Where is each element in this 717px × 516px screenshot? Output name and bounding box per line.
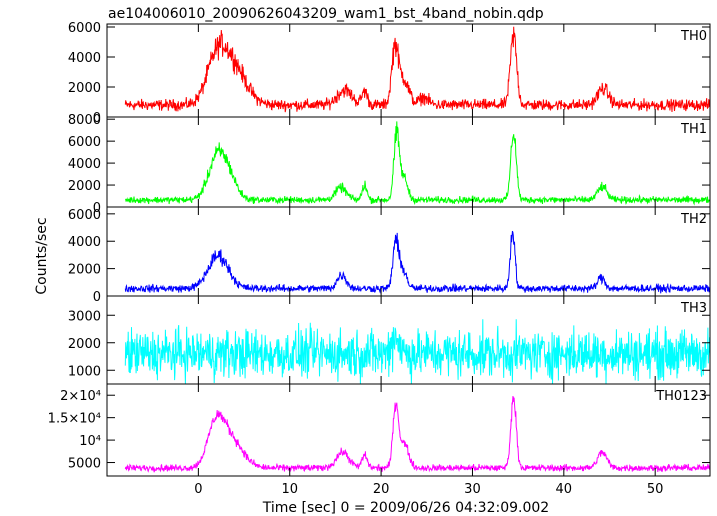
y-tick-label: 2×10⁴ [60, 389, 101, 404]
y-tick-label: 2000 [68, 337, 101, 352]
panel-frame [106, 383, 711, 477]
x-tick-label: 0 [194, 482, 202, 497]
y-tick-label: 2000 [68, 263, 101, 278]
y-tick-label: 4000 [68, 235, 101, 250]
x-tick-label: 40 [556, 482, 573, 497]
x-tick-label: 30 [464, 482, 481, 497]
series-th0123 [124, 395, 710, 473]
y-tick-label: 6000 [68, 135, 101, 150]
panel-label-th3: TH3 [680, 301, 707, 316]
y-tick-label: 2000 [68, 81, 101, 96]
series-th0 [124, 26, 710, 113]
y-tick-label: 4000 [68, 51, 101, 66]
y-tick-label: 3000 [68, 309, 101, 324]
x-tick-label: 10 [281, 482, 298, 497]
panel-th2: 0 2000 4000 6000 TH2 [68, 206, 711, 305]
x-tick-label: 20 [373, 482, 390, 497]
panel-label-th0: TH0 [680, 29, 707, 44]
y-tick-label: 1.5×10⁴ [48, 412, 101, 427]
y-tick-label: 0 [93, 290, 101, 305]
x-axis: 0 10 20 30 40 50 [194, 482, 663, 497]
series-th1 [125, 121, 710, 206]
y-tick-label: 2000 [68, 179, 101, 194]
panel-label-th1: TH1 [680, 122, 707, 137]
y-tick-label: 4000 [68, 157, 101, 172]
panel-label-th2: TH2 [680, 212, 707, 227]
panel-th0123: 5000 10⁴ 1.5×10⁴ 2×10⁴ TH0123 [48, 383, 711, 477]
y-tick-label: 10⁴ [79, 434, 101, 449]
panel-th0: 0 2000 4000 6000 TH0 [68, 21, 711, 126]
panels-group: 0 2000 4000 6000 TH0 0 2000 4000 6000 8000 TH1 0 200… [48, 21, 711, 477]
y-tick-label: 6000 [68, 208, 101, 223]
y-tick-label: 1000 [68, 364, 101, 379]
y-tick-label: 0 [93, 111, 101, 126]
panel-label-th0123: TH0123 [655, 389, 707, 404]
y-tick-label: 6000 [68, 21, 101, 36]
y-tick-label: 8000 [68, 113, 101, 128]
x-axis-label: Time [sec] 0 = 2009/06/26 04:32:09.002 [262, 500, 549, 516]
x-tick-label: 50 [647, 482, 664, 497]
panel-th1: 0 2000 4000 6000 8000 TH1 [68, 113, 711, 216]
y-axis-label: Counts/sec [34, 217, 50, 294]
y-tick-label: 0 [93, 201, 101, 216]
y-tick-label: 5000 [68, 457, 101, 472]
series-th2 [124, 230, 710, 294]
panel-th3: 1000 2000 3000 TH3 [68, 295, 711, 385]
series-th3 [124, 319, 710, 384]
chart-title: ae104006010_20090626043209_wam1_bst_4ban… [108, 6, 544, 22]
